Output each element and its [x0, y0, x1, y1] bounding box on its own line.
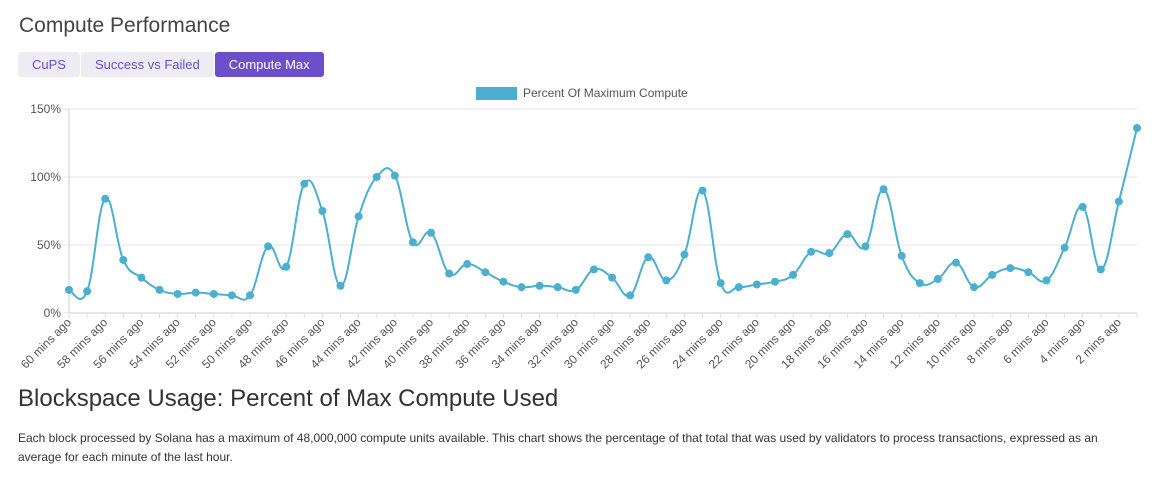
chart-tabs: CuPS Success vs Failed Compute Max [18, 52, 324, 77]
data-point[interactable] [336, 281, 345, 290]
data-points [65, 124, 1141, 300]
data-point[interactable] [463, 260, 472, 269]
data-point[interactable] [300, 179, 309, 188]
data-point[interactable] [481, 268, 490, 277]
grid-lines [63, 108, 1137, 318]
data-point[interactable] [716, 279, 725, 288]
y-axis-ticks: 0% 50% 100% 150% [30, 102, 61, 320]
data-point[interactable] [354, 212, 363, 221]
data-point[interactable] [608, 273, 617, 282]
data-point[interactable] [1114, 197, 1123, 206]
data-point[interactable] [734, 283, 743, 292]
data-point[interactable] [517, 283, 526, 292]
data-point[interactable] [789, 270, 798, 279]
series-line [68, 127, 1138, 301]
data-point[interactable] [571, 285, 580, 294]
data-point[interactable] [843, 230, 852, 239]
data-point[interactable] [1078, 202, 1087, 211]
y-tick-label: 100% [30, 170, 61, 184]
data-point[interactable] [65, 285, 73, 294]
data-point[interactable] [137, 273, 146, 282]
data-point[interactable] [246, 291, 255, 300]
data-point[interactable] [101, 194, 110, 203]
data-point[interactable] [915, 279, 924, 288]
data-point[interactable] [825, 249, 834, 258]
data-point[interactable] [173, 289, 182, 298]
data-point[interactable] [589, 265, 598, 274]
data-point[interactable] [227, 291, 236, 300]
data-point[interactable] [897, 251, 906, 260]
data-point[interactable] [83, 287, 92, 296]
data-point[interactable] [427, 228, 436, 237]
data-point[interactable] [861, 242, 870, 251]
data-point[interactable] [282, 262, 291, 271]
data-point[interactable] [807, 247, 816, 256]
data-point[interactable] [191, 288, 200, 297]
data-point[interactable] [264, 242, 273, 251]
y-tick-label: 50% [37, 238, 61, 252]
tab-compute-max[interactable]: Compute Max [214, 52, 324, 77]
data-point[interactable] [644, 253, 653, 262]
data-point[interactable] [879, 185, 888, 194]
data-point[interactable] [499, 277, 508, 286]
data-point[interactable] [1006, 264, 1015, 273]
data-point[interactable] [951, 258, 960, 267]
chart-legend[interactable]: Percent Of Maximum Compute [476, 86, 688, 100]
data-point[interactable] [1042, 276, 1051, 285]
data-point[interactable] [970, 283, 979, 292]
data-point[interactable] [626, 291, 635, 300]
data-point[interactable] [372, 173, 381, 181]
data-point[interactable] [752, 280, 761, 289]
data-point[interactable] [770, 277, 779, 286]
data-point[interactable] [933, 275, 942, 283]
y-tick-label: 150% [30, 102, 61, 116]
section-title: Blockspace Usage: Percent of Max Compute… [18, 385, 559, 412]
section-description: Each block processed by Solana has a max… [18, 431, 1098, 464]
data-point[interactable] [535, 281, 544, 290]
data-point[interactable] [408, 238, 417, 247]
tab-cups[interactable]: CuPS [18, 52, 80, 77]
data-point[interactable] [155, 285, 164, 294]
data-point[interactable] [662, 276, 671, 285]
compute-max-chart: Percent Of Maximum Compute 0% 50% 100% 150%… [18, 86, 1141, 371]
legend-label: Percent Of Maximum Compute [523, 86, 688, 100]
data-point[interactable] [209, 289, 218, 298]
data-point[interactable] [1133, 124, 1141, 133]
data-point[interactable] [988, 270, 997, 279]
data-point[interactable] [119, 255, 128, 264]
data-point[interactable] [1024, 268, 1033, 277]
data-point[interactable] [698, 186, 707, 195]
page-title: Compute Performance [19, 14, 231, 37]
data-point[interactable] [1060, 243, 1069, 252]
data-point[interactable] [1096, 265, 1105, 274]
data-point[interactable] [445, 269, 454, 278]
legend-swatch [476, 87, 517, 100]
data-point[interactable] [318, 207, 327, 215]
data-point[interactable] [680, 250, 689, 259]
y-tick-label: 0% [44, 306, 62, 320]
tab-success-vs-failed[interactable]: Success vs Failed [80, 52, 214, 77]
data-point[interactable] [390, 171, 399, 180]
data-point[interactable] [553, 283, 562, 292]
